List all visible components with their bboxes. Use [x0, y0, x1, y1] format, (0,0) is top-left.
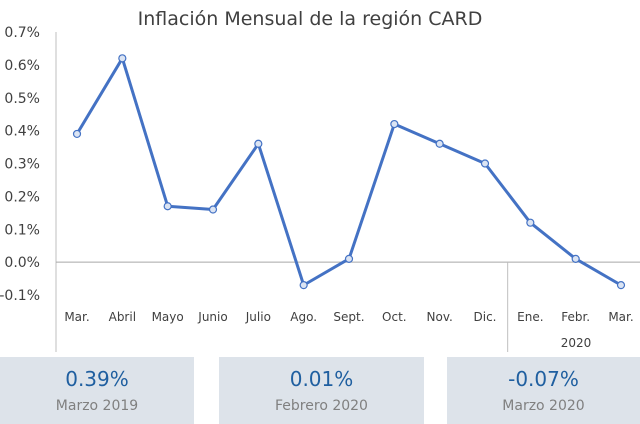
card-value: 0.01%	[289, 367, 354, 391]
card-label: Marzo 2019	[55, 398, 139, 414]
card-label: Marzo 2020	[502, 398, 585, 414]
data-point	[163, 202, 172, 211]
y-tick-label: 0.3%	[4, 157, 40, 173]
data-point	[208, 205, 218, 214]
summary-card-febrero-2020: 0.01% Febrero 2020	[219, 357, 424, 424]
data-point	[344, 254, 354, 263]
y-tick-label: 0.4%	[4, 124, 40, 140]
x-tick-label: Julio	[245, 310, 271, 324]
data-point	[390, 119, 399, 129]
x-tick-label: Febr.	[561, 310, 590, 324]
x-tick-label: Nov.	[427, 310, 453, 324]
x-tick-label: Dic.	[474, 310, 497, 324]
data-point	[72, 129, 82, 139]
chart-axes	[55, 32, 640, 352]
inflation-series	[72, 54, 626, 290]
x-tick-label: Ago.	[290, 310, 317, 324]
data-point	[299, 281, 308, 290]
card-label: Febrero 2020	[275, 398, 368, 414]
y-tick-label: 0.7%	[4, 25, 40, 41]
data-point	[526, 218, 535, 227]
data-point	[118, 54, 127, 63]
y-tick-label: 0.2%	[4, 189, 40, 205]
y-tick-label: 0.0%	[4, 255, 40, 271]
y-tick-labels: -0.1% 0.0% 0.1% 0.2% 0.3% 0.4% 0.5% 0.6% 0.7%	[0, 25, 40, 304]
year-group-label: 2020	[561, 336, 592, 350]
x-tick-label: Sept.	[333, 310, 364, 324]
summary-card-marzo-2019: 0.39% Marzo 2019	[0, 357, 194, 424]
x-tick-labels: Mar. Abril Mayo Junio Julio Ago. Sept. Oct. Nov.…	[64, 310, 633, 324]
data-point	[571, 254, 580, 263]
chart-title: Inflación Mensual de la región CARD	[138, 8, 483, 30]
x-tick-label: Mar.	[64, 310, 89, 324]
y-tick-label: 0.1%	[4, 222, 40, 238]
x-tick-label: Abril	[109, 310, 136, 324]
summary-card-marzo-2020: -0.07% Marzo 2020	[447, 357, 640, 424]
data-point	[480, 159, 490, 168]
x-tick-label: Oct.	[382, 310, 407, 324]
data-point	[435, 139, 444, 148]
x-tick-label: Junio	[197, 310, 227, 324]
y-tick-label: 0.6%	[4, 58, 40, 74]
x-tick-label: Mayo	[152, 310, 184, 324]
card-value: -0.07%	[508, 367, 579, 391]
series-line	[75, 56, 622, 287]
card-value: 0.39%	[65, 367, 129, 391]
y-tick-label: 0.5%	[4, 91, 40, 107]
x-tick-label: Mar.	[608, 310, 633, 324]
data-point	[616, 281, 626, 290]
inflation-line-chart: Inflación Mensual de la región CARD -0.1…	[0, 8, 640, 352]
y-tick-label: -0.1%	[0, 288, 40, 304]
x-tick-label: Ene.	[517, 310, 543, 324]
data-point	[254, 139, 263, 148]
